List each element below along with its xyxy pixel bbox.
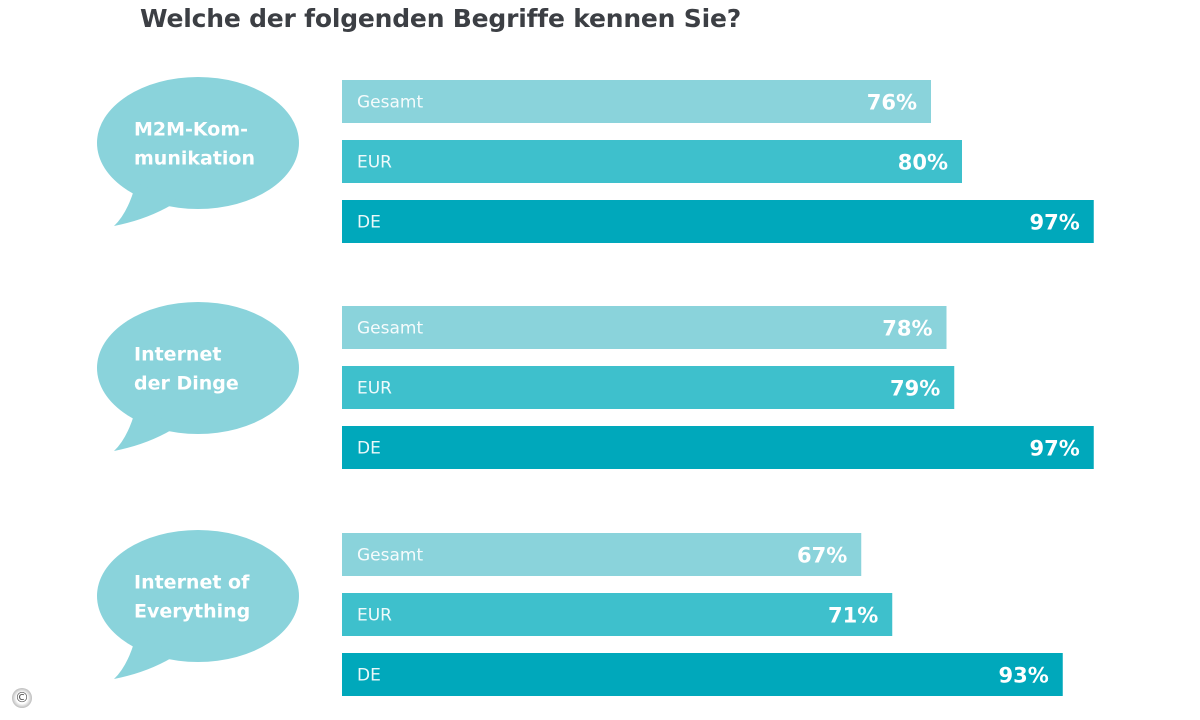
- bar-value-label: 97%: [1029, 211, 1079, 235]
- bar-category-label: EUR: [357, 153, 392, 173]
- bubble-body: [97, 77, 299, 209]
- bubble-body: [97, 302, 299, 434]
- bar-gesamt: [342, 306, 947, 349]
- bar-category-label: EUR: [357, 606, 392, 626]
- bar-eur: [342, 140, 962, 183]
- bubble-label: Internet of: [134, 572, 250, 594]
- bubble-label: Internet: [134, 344, 221, 366]
- bar-value-label: 67%: [797, 544, 847, 568]
- speech-bubble-icon: [97, 77, 299, 226]
- bar-value-label: 76%: [867, 91, 917, 115]
- bar-category-label: Gesamt: [357, 319, 423, 339]
- bar-category-label: Gesamt: [357, 93, 423, 113]
- bar-gesamt: [342, 80, 931, 123]
- bar-category-label: Gesamt: [357, 546, 423, 566]
- bubble-tail: [114, 636, 178, 679]
- bubble-tail: [114, 408, 178, 451]
- bar-group: M2M-Kom-munikation Gesamt 76% EUR 80% DE 97%: [97, 77, 1094, 243]
- bar-eur: [342, 366, 955, 409]
- bar-category-label: EUR: [357, 379, 392, 399]
- bar-gesamt: [342, 533, 862, 576]
- bar-value-label: 80%: [898, 151, 948, 175]
- bar-de: [342, 200, 1094, 243]
- bubble-body: [97, 530, 299, 662]
- bubble-label: munikation: [134, 148, 255, 170]
- bar-value-label: 71%: [828, 604, 878, 628]
- bubble-label: M2M-Kom-: [134, 119, 248, 141]
- bar-value-label: 97%: [1029, 437, 1079, 461]
- bar-group: Internet der Dinge Gesamt 78% EUR 79% DE 97%: [97, 302, 1094, 469]
- bar-category-label: DE: [357, 666, 381, 686]
- bar-category-label: DE: [357, 213, 381, 233]
- speech-bubble-icon: [97, 302, 299, 451]
- chart-title: Welche der folgenden Begriffe kennen Sie…: [140, 4, 742, 33]
- bar-de: [342, 426, 1094, 469]
- bubble-label: Everything: [134, 601, 250, 623]
- bubble-label: der Dinge: [134, 373, 239, 395]
- bar-group: Internet of Everything Gesamt 67% EUR 71% DE 93…: [97, 530, 1063, 696]
- bar-value-label: 93%: [998, 664, 1048, 688]
- bubble-tail: [114, 183, 178, 226]
- bar-value-label: 78%: [882, 317, 932, 341]
- copyright-icon: ©: [12, 688, 32, 708]
- bar-category-label: DE: [357, 439, 381, 459]
- bar-de: [342, 653, 1063, 696]
- bar-eur: [342, 593, 893, 636]
- bar-value-label: 79%: [890, 377, 940, 401]
- speech-bubble-icon: [97, 530, 299, 679]
